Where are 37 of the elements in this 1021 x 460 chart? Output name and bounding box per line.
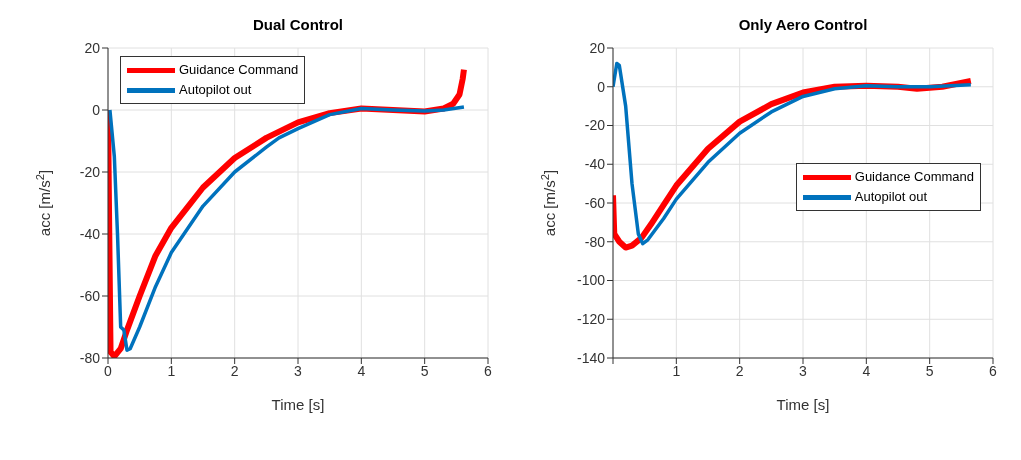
y-tick-label: -120 — [576, 311, 606, 328]
x-tick-label: 5 — [925, 362, 934, 379]
y-tick-label: -100 — [576, 272, 606, 289]
x-tick-label: 5 — [420, 362, 429, 379]
legend-label: Guidance Command — [179, 61, 299, 79]
y-tick-label: -60 — [584, 194, 606, 211]
chart-title: Only Aero Control — [737, 16, 869, 33]
y-tick-label: -60 — [79, 287, 101, 304]
chart-title: Dual Control — [252, 16, 344, 33]
legend-label: Autopilot out — [179, 81, 252, 99]
legend-label: Guidance Command — [854, 168, 974, 186]
x-tick-label: 1 — [167, 362, 176, 379]
y-tick-label: 20 — [84, 39, 101, 56]
y-tick-label: 0 — [92, 101, 101, 118]
x-axis-title: Time [s] — [776, 396, 830, 413]
x-tick-label: 6 — [484, 362, 493, 379]
y-tick-label: -80 — [79, 349, 101, 366]
y-tick-label: -20 — [584, 117, 606, 134]
x-tick-label: 4 — [862, 362, 871, 379]
x-tick-label: 3 — [294, 362, 303, 379]
y-tick-label: -20 — [79, 163, 101, 180]
x-tick-label: 4 — [357, 362, 366, 379]
y-tick-label: 0 — [597, 78, 606, 95]
line-series — [108, 105, 466, 352]
x-tick-label: 1 — [672, 362, 681, 379]
legend-label: Autopilot out — [854, 188, 928, 206]
y-tick-label: -40 — [79, 225, 101, 242]
x-tick-label: 6 — [989, 362, 998, 379]
x-tick-label: 3 — [799, 362, 808, 379]
x-tick-label: 2 — [230, 362, 239, 379]
x-tick-label: 0 — [104, 362, 113, 379]
x-axis-title: Time [s] — [271, 396, 325, 413]
y-tick-label: -40 — [584, 156, 606, 173]
y-tick-label: 20 — [589, 39, 606, 56]
y-tick-label: -80 — [584, 233, 606, 250]
x-tick-label: 2 — [735, 362, 744, 379]
y-tick-label: -140 — [576, 349, 606, 366]
